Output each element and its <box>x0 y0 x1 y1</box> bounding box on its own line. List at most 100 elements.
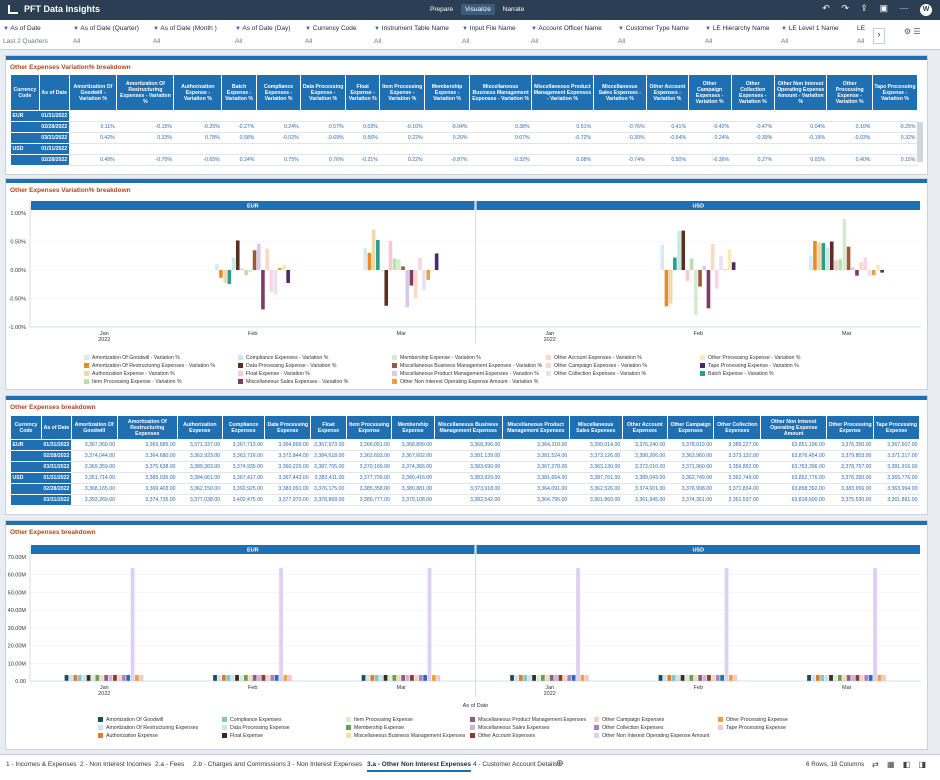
legend-label: Amortization Of Restructuring Expenses -… <box>92 363 216 369</box>
value-cell: 3,378,868.00 <box>310 494 347 506</box>
legend-swatch <box>546 363 551 368</box>
menu-icon[interactable]: ⋯ <box>899 3 909 13</box>
bar <box>867 270 872 277</box>
value-cell: -0.42% <box>688 121 732 133</box>
bar <box>409 270 414 286</box>
legend-item: Other Campaign Expenses - Variation % <box>546 363 647 369</box>
legend-label: Authorization Expense <box>106 733 158 739</box>
bar <box>231 257 236 270</box>
value-cell: 0.24% <box>688 132 732 144</box>
x-tick-label: Mar <box>397 685 407 691</box>
table-header-row: Currency Code As of Date Amortization Of G… <box>10 415 920 440</box>
bar <box>693 675 698 681</box>
bar <box>698 675 703 681</box>
x-tick-label: Jan <box>100 331 109 337</box>
value-cell: 3,378,757.00 <box>826 461 874 473</box>
amount-table-scroll[interactable]: Currency Code As of Date Amortization Of G… <box>10 415 920 513</box>
tab-other-non-interest-expenses[interactable]: 3.a - Other Non Interest Expenses <box>367 761 472 772</box>
filter-month[interactable]: ▼ As of Date (Month ) All <box>153 25 217 45</box>
variation-table-scroll[interactable]: Currency Code As of Date Amortization Of G… <box>10 74 918 172</box>
value-cell <box>731 110 775 122</box>
filter-le-hierarchy[interactable]: ▼ LE Hierarchy Name All <box>705 25 770 45</box>
tab-customer-account-details[interactable]: 4 - Customer Account Details <box>473 761 558 768</box>
redo-icon[interactable]: ↷ <box>841 3 849 13</box>
table-row: 02/28/2022 0.49% -0.70% -0.65% 0.24% 0.75% 0.7… <box>10 154 918 166</box>
value-cell: 3,372,844.00 <box>264 450 311 462</box>
value-cell: 3,364,680.00 <box>117 450 178 462</box>
undo-icon[interactable]: ↶ <box>822 3 830 13</box>
mode-visualize[interactable]: Visualize <box>460 4 495 15</box>
value-cell <box>300 110 346 122</box>
column-header: Tape Processing Expense - Variation % <box>871 74 918 111</box>
value-cell: 3,378,019.00 <box>667 439 714 451</box>
bar <box>91 675 95 681</box>
panel-accent <box>6 56 927 60</box>
add-tab-icon[interactable]: ⊕ <box>556 758 564 768</box>
value-cell: 3,362,526.00 <box>569 483 623 495</box>
value-cell <box>300 143 346 155</box>
bar <box>518 675 523 681</box>
value-cell: 3,389,043.00 <box>622 472 668 484</box>
filter-settings-icon[interactable]: ⚙ ☰ <box>904 27 921 36</box>
save-icon[interactable]: ▣ <box>879 3 888 13</box>
panel-left-icon[interactable]: ◧ <box>902 760 911 769</box>
column-header: Other Non Interest Operating Expense Amo… <box>760 415 828 440</box>
bar <box>724 567 729 681</box>
scrollbar[interactable] <box>917 122 923 162</box>
bar <box>257 675 261 681</box>
tab-non-interest-incomes[interactable]: 2 - Non Interest Incomes <box>80 761 152 768</box>
filter-le[interactable]: LE All <box>857 25 865 45</box>
legend-label: Data Processing Expense - Variation % <box>246 363 337 369</box>
bar <box>139 675 144 681</box>
legend-item: Miscellaneous Business Management Expens… <box>346 733 465 739</box>
value-cell: 3,384,618.00 <box>310 450 347 462</box>
bar <box>261 674 266 681</box>
value-cell: 3,351,714.00 <box>71 472 117 484</box>
legend-swatch <box>84 371 89 376</box>
filter-account-officer[interactable]: ▼ Account Officer Name All <box>531 25 602 45</box>
filter-quarter[interactable]: ▼ As of Date (Quarter) All <box>73 25 139 45</box>
bar <box>397 259 401 270</box>
tab-incomes-expenses[interactable]: 1 - Incomes & Expenses <box>6 761 77 768</box>
filter-le-level-1[interactable]: ▼ LE Level 1 Name All <box>781 25 839 45</box>
value-cell: 3,402,475.00 <box>222 494 265 506</box>
legend-label: Data Processing Expense <box>230 725 290 731</box>
variation-chart-panel: Other Expenses Variation% breakdown 1.00… <box>5 178 928 390</box>
value-cell <box>826 143 873 155</box>
tab-fees[interactable]: 2.a - Fees <box>155 761 185 768</box>
bar <box>217 675 222 681</box>
filter-as-of-date[interactable]: ▼ As of Date Last 2 Quarters <box>3 25 48 45</box>
value-cell: 3,369,685.00 <box>117 439 178 451</box>
swap-icon[interactable]: ⇄ <box>872 760 879 769</box>
variation-table: Currency Code As of Date Amortization Of G… <box>10 74 918 166</box>
legend-label: Batch Expense - Variation % <box>708 371 774 377</box>
value-cell <box>256 110 301 122</box>
filter-customer-type[interactable]: ▼ Customer Type Name All <box>618 25 689 45</box>
mode-narrate[interactable]: Narrate <box>502 6 525 13</box>
bar <box>392 675 397 681</box>
value-cell: 3,371,834.00 <box>713 483 761 495</box>
legend-label: Miscellaneous Product Management Expense… <box>478 717 587 723</box>
bar <box>405 270 410 308</box>
value-cell <box>826 110 873 122</box>
value-cell <box>731 143 775 155</box>
avatar[interactable]: W <box>920 4 932 16</box>
filter-input-file[interactable]: ▼ Input File Name All <box>462 25 516 45</box>
grid-icon[interactable]: ▦ <box>886 760 895 769</box>
value-cell <box>379 110 425 122</box>
filter-day[interactable]: ▼ As of Date (Day) All <box>235 25 291 45</box>
x-tick-label: Feb <box>248 685 257 691</box>
export-icon[interactable]: ⇪ <box>860 3 868 13</box>
mode-prepare[interactable]: Prepare <box>430 6 454 13</box>
filter-instrument-table[interactable]: ▼ Instrument Table Name All <box>374 25 449 45</box>
value-cell: -0.39% <box>731 132 775 144</box>
value-cell: -0.25% <box>173 121 222 133</box>
bar <box>418 675 423 681</box>
bar <box>418 257 422 270</box>
tab-non-interest-expenses[interactable]: 3 - Non Interest Expenses <box>287 761 363 768</box>
chevron-right-icon[interactable]: › <box>873 28 885 44</box>
bar <box>226 675 231 681</box>
filter-currency-code[interactable]: ▼ Currency Code All <box>305 25 357 45</box>
tab-charges-commissions[interactable]: 2.b - Charges and Commissions <box>193 761 286 768</box>
panel-right-icon[interactable]: ◨ <box>918 760 927 769</box>
